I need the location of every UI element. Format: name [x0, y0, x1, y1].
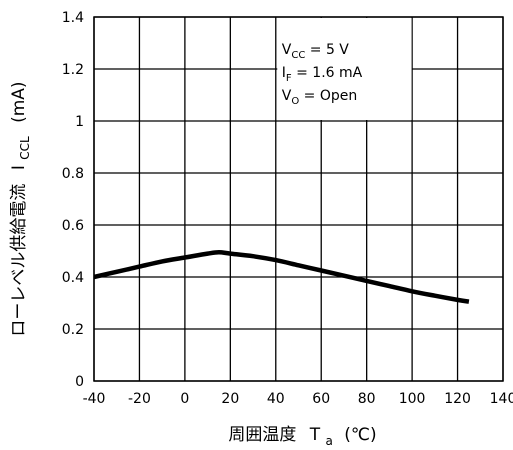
- annotation-vcc-subscript: CC: [291, 50, 305, 61]
- annotation-if-value: = 1.6 mA: [292, 65, 363, 81]
- y-axis-label-subscript: CCL: [18, 136, 32, 160]
- x-axis-label-subscript: a: [326, 434, 333, 448]
- series-line-0: [93, 250, 470, 304]
- x-tick-label-7: 100: [399, 391, 426, 407]
- series-layer: [93, 250, 470, 304]
- annotation-vcc: VCC = 5 V: [282, 42, 350, 61]
- x-tick-label-0: -40: [83, 391, 106, 407]
- plot-border: [93, 16, 504, 382]
- x-tick-label-4: 40: [267, 391, 285, 407]
- y-tick-label-5: 1: [75, 114, 84, 130]
- annotation-vo: VO = Open: [282, 88, 357, 107]
- y-axis-label-symbol: I: [9, 165, 29, 170]
- x-tick-label-9: 140: [490, 391, 513, 407]
- x-tick-label-3: 20: [221, 391, 239, 407]
- x-tick-label-1: -20: [128, 391, 151, 407]
- y-tick-label-4: 0.8: [62, 166, 84, 182]
- x-axis-label: 周囲温度 T a (℃): [228, 425, 376, 450]
- y-tick-label-7: 1.4: [62, 10, 84, 26]
- y-axis-label-unit: (mA): [9, 81, 29, 122]
- plot-frame: [93, 16, 504, 382]
- x-axis-label-symbol: T: [309, 425, 321, 445]
- annotation-vo-value: = Open: [299, 88, 357, 104]
- y-tick-label-6: 1.2: [62, 62, 84, 78]
- y-tick-label-1: 0.2: [62, 322, 84, 338]
- tick-labels: -40 -20 0 20 40 60 80 100 120 140 0 0.2 0.4 0.6 0.8 1 1.…: [62, 10, 513, 407]
- y-tick-label-3: 0.6: [62, 218, 84, 234]
- y-tick-label-0: 0: [75, 374, 84, 390]
- annotation-vo-symbol: V: [282, 88, 292, 104]
- annotation-if-subscript: F: [286, 73, 292, 84]
- y-axis-label: ローレベル供給電流 I CCL (mA): [9, 81, 34, 336]
- annotation-if: IF = 1.6 mA: [282, 65, 363, 84]
- condition-box-background: [277, 18, 412, 120]
- annotations: VCC = 5 V IF = 1.6 mA VO = Open: [282, 42, 363, 107]
- x-axis-label-unit: (℃): [344, 425, 376, 445]
- x-tick-label-2: 0: [180, 391, 189, 407]
- annotation-vo-subscript: O: [291, 96, 299, 107]
- condition-box: [277, 18, 412, 120]
- y-axis-label-main: ローレベル供給電流: [9, 184, 29, 337]
- x-tick-label-8: 120: [444, 391, 471, 407]
- x-tick-label-5: 60: [312, 391, 330, 407]
- x-axis-label-main: 周囲温度: [228, 425, 296, 445]
- annotation-vcc-value: = 5 V: [305, 42, 349, 58]
- annotation-if-symbol: I: [282, 65, 286, 81]
- x-tick-label-6: 80: [358, 391, 376, 407]
- annotation-vcc-symbol: V: [282, 42, 292, 58]
- y-tick-label-2: 0.4: [62, 270, 84, 286]
